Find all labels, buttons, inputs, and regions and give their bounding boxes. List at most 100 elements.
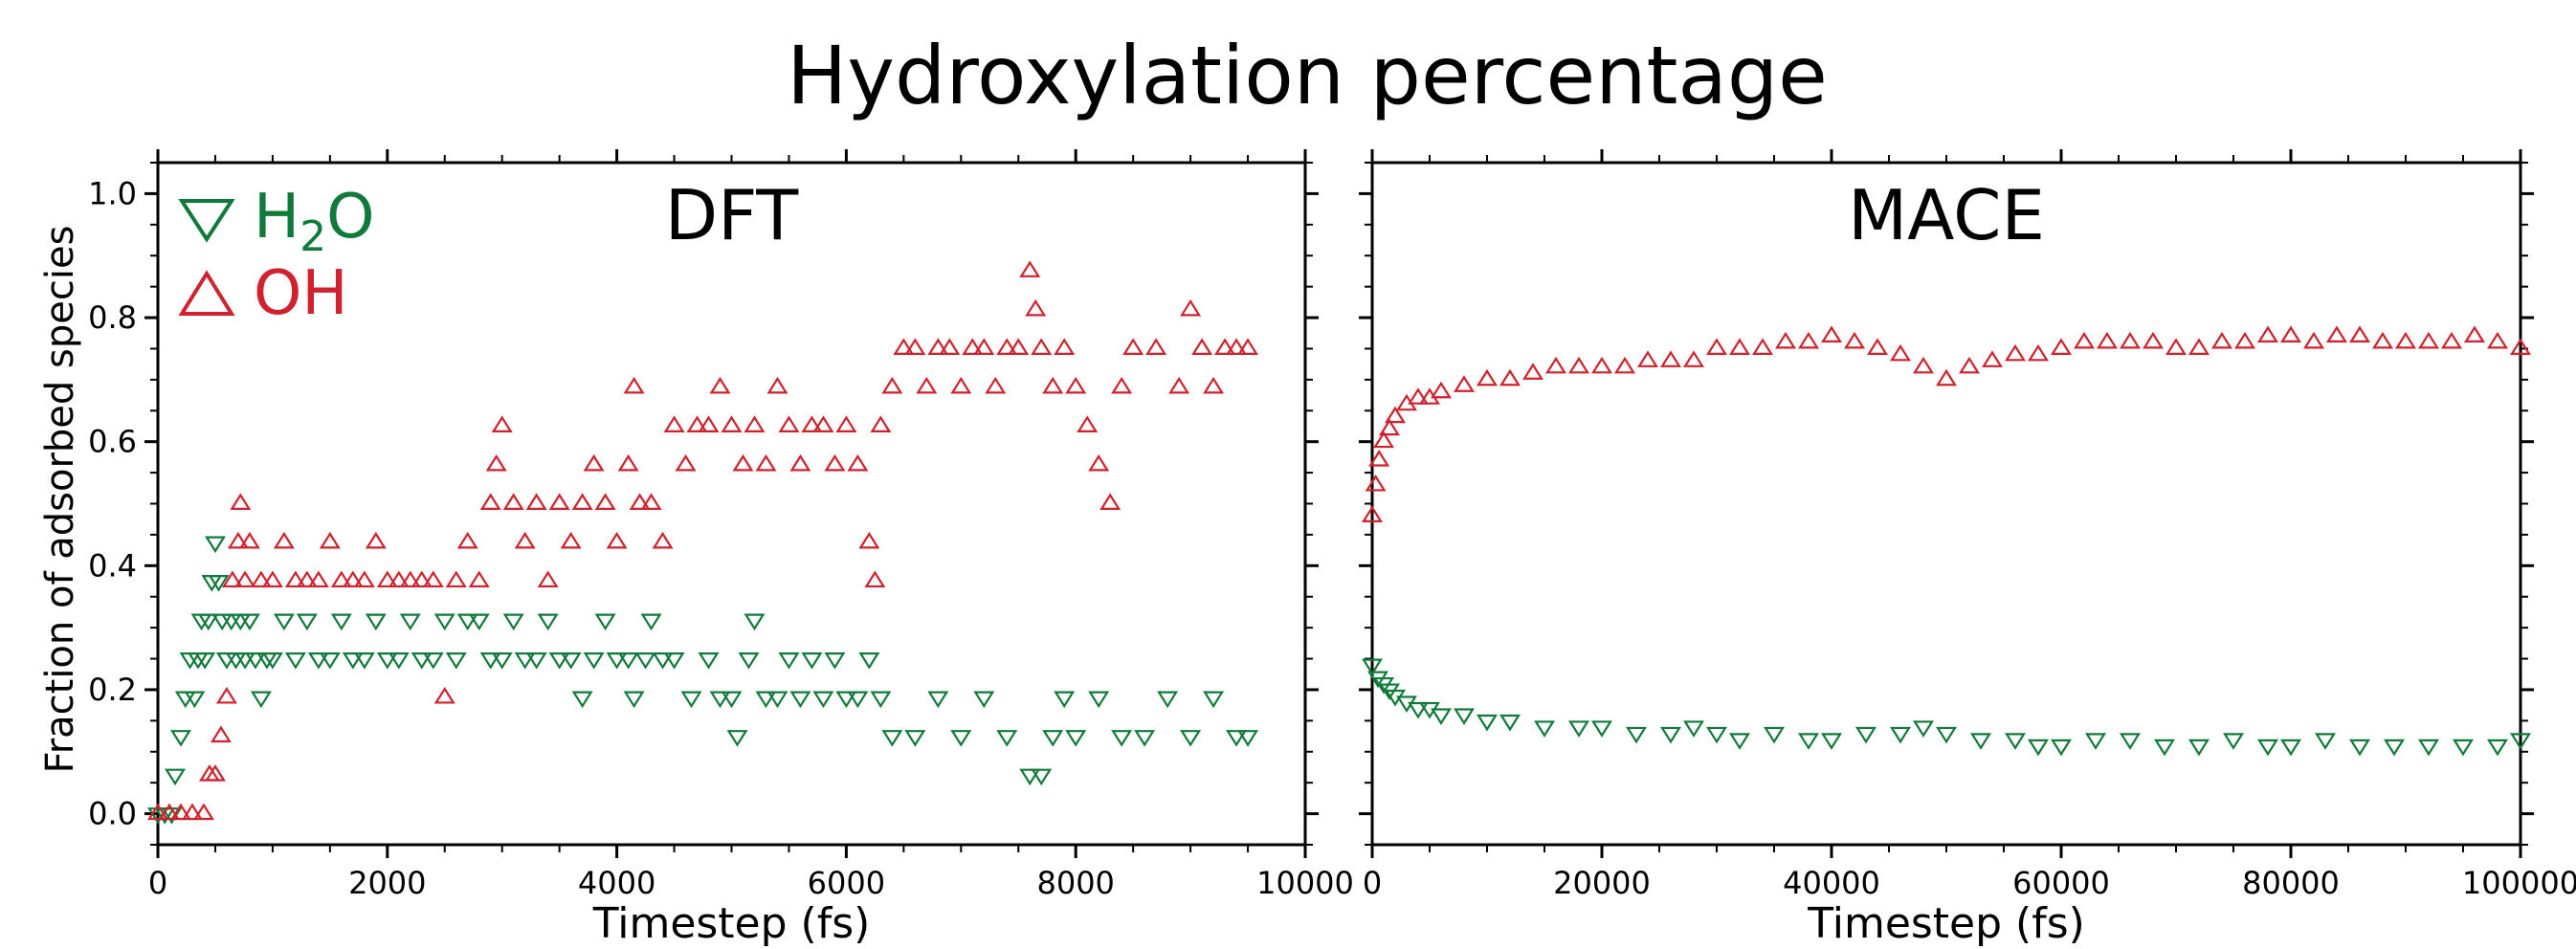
data-point-h2o <box>2085 733 2106 750</box>
data-point-oh <box>698 415 720 432</box>
data-point-h2o <box>1065 730 1087 747</box>
panel-mace: MACE 0 20000 40000 60000 80000 100000 Timestep … <box>1359 149 2576 948</box>
data-point-h2o <box>1626 726 1647 744</box>
data-point-h2o <box>1237 730 1259 747</box>
data-point-h2o <box>1431 708 1452 725</box>
data-point-h2o <box>698 652 720 670</box>
data-point-oh <box>663 415 685 432</box>
y-tick-label: 0.6 <box>88 424 137 460</box>
data-point-oh <box>227 531 249 549</box>
data-point-h2o <box>835 691 857 709</box>
data-point-oh <box>2074 331 2095 349</box>
data-point-oh <box>215 686 237 704</box>
x-tick-label: 100000 <box>2462 865 2576 901</box>
data-point-oh <box>721 415 743 432</box>
data-point-oh <box>1867 338 1888 355</box>
data-point-oh <box>1122 338 1144 355</box>
data-point-oh <box>571 493 593 511</box>
data-point-h2o <box>721 691 743 709</box>
data-point-oh <box>1191 338 1213 355</box>
data-point-oh <box>230 493 252 511</box>
data-point-oh <box>1431 381 1452 399</box>
data-point-oh <box>858 531 880 549</box>
data-point-oh <box>755 453 777 472</box>
data-point-h2o <box>881 730 903 747</box>
data-point-oh <box>2005 343 2026 362</box>
data-point-h2o <box>1890 726 1911 744</box>
data-point-h2o <box>1454 708 1475 725</box>
panel-label-dft: DFT <box>665 175 800 255</box>
data-point-h2o <box>261 652 283 670</box>
data-point-oh <box>652 531 674 549</box>
data-point-oh <box>422 570 444 588</box>
data-point-oh <box>1365 474 1387 492</box>
data-point-oh <box>147 803 168 821</box>
data-point-oh <box>537 570 559 588</box>
data-point-h2o <box>2510 733 2531 750</box>
data-point-oh <box>870 415 892 432</box>
data-point-oh <box>996 338 1018 355</box>
data-point-h2o <box>680 691 702 709</box>
data-point-oh <box>181 803 203 821</box>
data-point-h2o <box>1477 714 1498 732</box>
data-point-oh <box>881 376 903 394</box>
data-point-oh <box>583 453 605 472</box>
panel-dft: DFT 0 2000 4000 6000 8000 10000 0.0 0.2 0.4 0.6 0.8… <box>88 149 1354 948</box>
data-point-h2o <box>2051 739 2072 757</box>
data-point-oh <box>1065 376 1087 394</box>
data-point-h2o <box>411 652 433 670</box>
data-point-h2o <box>204 536 226 554</box>
data-point-h2o <box>284 652 306 670</box>
data-point-oh <box>261 570 283 588</box>
x-tick-label: 80000 <box>2242 865 2340 901</box>
data-point-oh <box>330 570 352 588</box>
data-point-oh <box>686 415 708 432</box>
data-point-h2o <box>2028 739 2049 757</box>
data-point-oh <box>365 531 387 549</box>
data-point-oh <box>2211 331 2232 349</box>
data-point-h2o <box>169 730 191 747</box>
data-point-oh <box>675 453 697 472</box>
data-point-h2o <box>560 652 582 670</box>
series-h2o-mace <box>1362 658 2531 757</box>
data-point-h2o <box>525 652 547 670</box>
data-point-h2o <box>744 613 766 631</box>
x-tick-label: 0 <box>148 865 167 901</box>
data-point-oh <box>342 570 364 588</box>
data-point-oh <box>1111 376 1133 394</box>
data-point-oh <box>221 570 243 588</box>
series-oh-mace <box>1362 325 2531 522</box>
data-point-h2o <box>812 691 834 709</box>
legend-item-h2o: H2O <box>178 182 375 261</box>
data-point-oh <box>1025 298 1047 317</box>
y-tick-label: 0.2 <box>88 672 137 708</box>
data-point-oh <box>353 570 375 588</box>
data-point-h2o <box>234 652 256 670</box>
data-point-oh <box>835 415 857 432</box>
panel-label-mace: MACE <box>1848 175 2045 255</box>
data-point-h2o <box>2188 739 2210 757</box>
data-point-oh <box>594 493 616 511</box>
data-point-h2o <box>870 691 892 709</box>
data-point-oh <box>560 531 582 549</box>
data-point-h2o <box>273 613 295 631</box>
data-point-h2o <box>1031 768 1053 786</box>
data-point-oh <box>485 453 507 472</box>
data-point-oh <box>939 338 961 355</box>
data-point-oh <box>709 376 731 394</box>
data-point-oh <box>1729 338 1750 355</box>
data-point-h2o <box>307 652 329 670</box>
data-point-h2o <box>778 652 800 670</box>
data-point-oh <box>2188 338 2210 355</box>
data-point-oh <box>284 570 306 588</box>
data-point-oh <box>491 415 513 432</box>
data-point-oh <box>250 570 272 588</box>
data-point-oh <box>1683 350 1704 367</box>
data-point-h2o <box>445 652 467 670</box>
y-tick-label: 0.4 <box>88 547 137 584</box>
data-point-oh <box>1936 368 1957 386</box>
data-point-oh <box>445 570 467 588</box>
data-point-oh <box>388 570 410 588</box>
data-point-oh <box>411 570 433 588</box>
data-point-h2o <box>1706 726 1727 744</box>
